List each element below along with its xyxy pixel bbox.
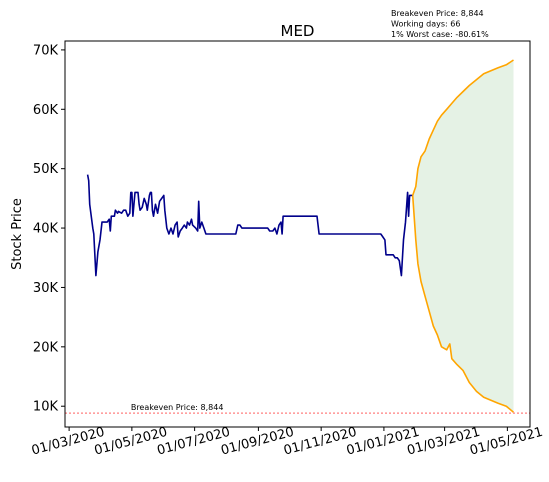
- y-tick-label: 60K: [33, 103, 59, 118]
- series-line-upper: [411, 59, 514, 196]
- y-tick-label: 20K: [33, 340, 59, 355]
- plot-frame: [64, 40, 531, 428]
- y-tick-label: 50K: [33, 162, 59, 177]
- projection-band: [412, 60, 514, 413]
- projection-band-layer: [412, 60, 514, 413]
- annotation-line: Working days: 66: [391, 20, 460, 29]
- series-line-lower: [411, 195, 515, 413]
- annotation-line: 1% Worst case: -80.61%: [391, 30, 489, 39]
- y-tick-label: 70K: [33, 43, 59, 58]
- annotation-line: Breakeven Price: 8,844: [391, 9, 484, 18]
- reference-layer: Breakeven Price: 8,844: [65, 403, 530, 414]
- series-layer: [86, 59, 515, 413]
- y-tick-label: 30K: [33, 281, 59, 296]
- breakeven-label: Breakeven Price: 8,844: [131, 403, 224, 412]
- y-axis-label: Stock Price: [10, 198, 25, 270]
- annotation-layer: Breakeven Price: 8,844 Working days: 661%…: [391, 9, 489, 39]
- y-axis: 10K 20K 30K 40K 50K 60K 70K: [33, 43, 65, 415]
- y-tick-label: 10K: [33, 400, 59, 415]
- chart-title: MED: [281, 22, 315, 40]
- y-tick-label: 40K: [33, 222, 59, 237]
- series-line-history: [86, 174, 413, 277]
